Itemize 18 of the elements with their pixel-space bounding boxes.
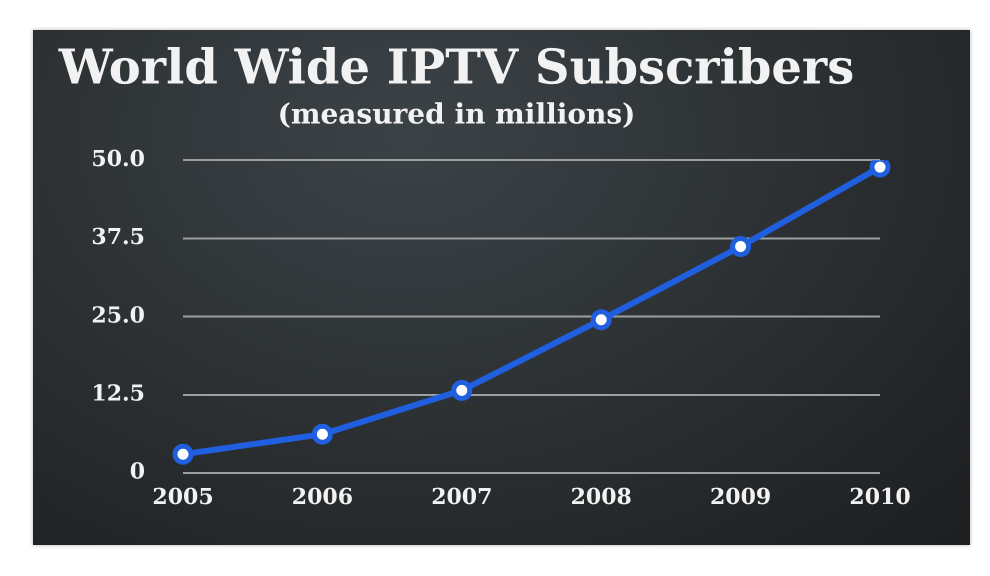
chart-title: World Wide IPTV Subscribers <box>58 39 854 96</box>
point <box>451 380 472 401</box>
y-tick-label: 0 <box>130 458 145 485</box>
y-tick-label: 37.5 <box>91 224 145 250</box>
x-tick-label: 2007 <box>431 484 492 510</box>
x-tick-label: 2009 <box>710 484 772 510</box>
x-tick-label: 2005 <box>152 484 214 510</box>
point <box>172 444 194 465</box>
x-tick-label: 2010 <box>849 484 911 510</box>
point <box>312 424 333 445</box>
chart-subtitle: (measured in millions) <box>278 98 636 131</box>
x-tick-label: 2006 <box>292 484 354 510</box>
y-tick-label: 25.0 <box>91 302 145 328</box>
point <box>590 309 612 330</box>
y-tick-label: 50.0 <box>91 146 145 172</box>
x-tick-label: 2008 <box>570 484 632 510</box>
point <box>730 236 752 258</box>
y-tick-label: 12.5 <box>91 380 145 407</box>
